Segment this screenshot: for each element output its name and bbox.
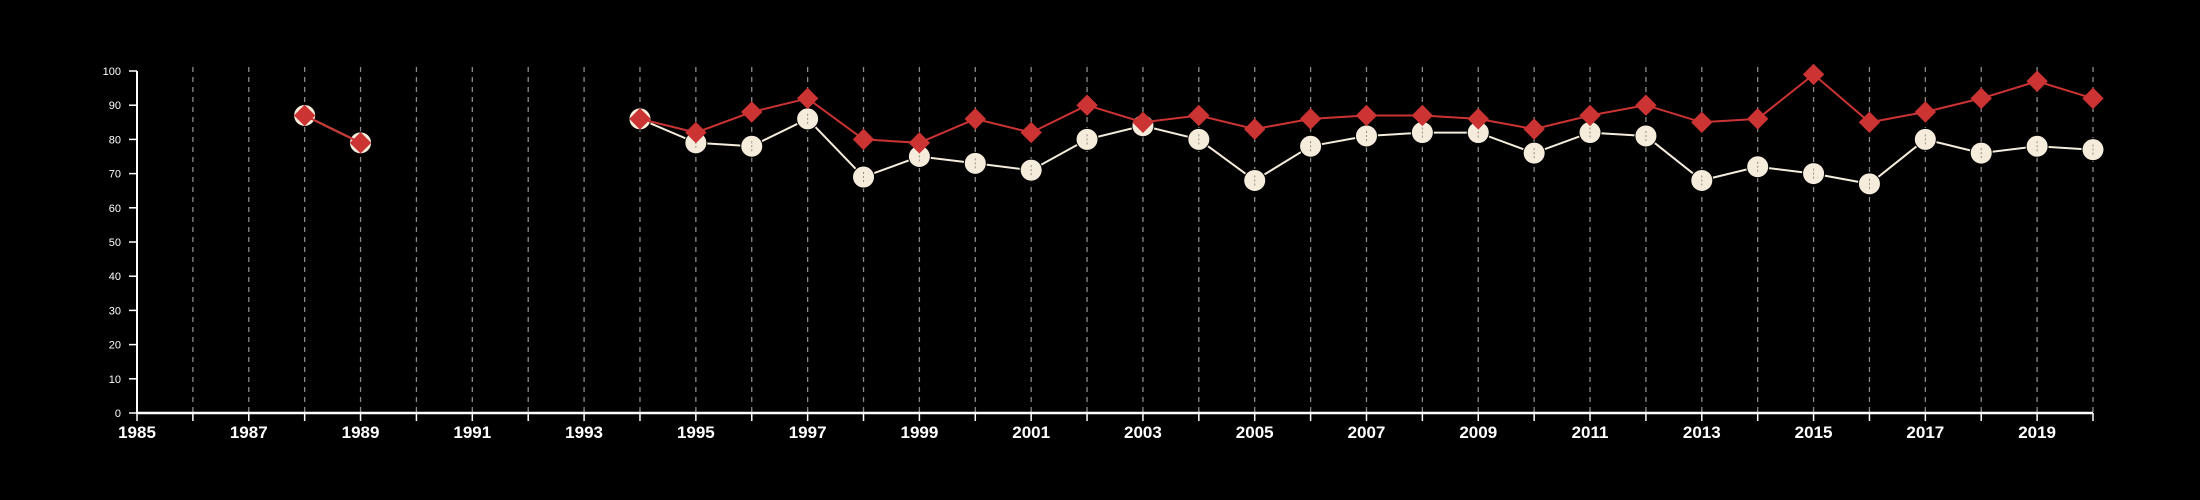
diamond-point (852, 128, 875, 151)
diamond-point (1970, 87, 1992, 110)
y-tick-label: 10 (109, 374, 121, 386)
y-tick-label: 40 (109, 271, 121, 283)
diamond-point (1579, 104, 1601, 127)
y-tick-label: 50 (109, 237, 121, 249)
diamond-point (741, 101, 763, 123)
diamond-point (1746, 108, 1769, 130)
y-tick-label: 30 (109, 305, 121, 317)
diamond-point (1635, 94, 1657, 116)
x-tick-label: 1987 (230, 423, 268, 442)
y-tick-label: 80 (109, 134, 121, 146)
y-tick-label: 20 (109, 340, 121, 352)
y-tick-label: 60 (109, 203, 121, 215)
series-1 (293, 103, 2105, 196)
series-layer (293, 63, 2105, 196)
diamond-point (1691, 111, 1713, 134)
diamond-point (964, 108, 986, 130)
y-tick-label: 70 (109, 169, 121, 181)
x-tick-label: 1999 (900, 423, 938, 442)
diamond-point (1411, 104, 1434, 127)
series-0 (293, 63, 2104, 154)
diamond-point (685, 121, 707, 144)
diamond-point (1802, 63, 1825, 86)
y-tick-label: 100 (103, 66, 121, 78)
diamond-point (293, 104, 316, 127)
series-line (304, 114, 361, 144)
y-tick-label: 90 (109, 100, 121, 112)
diamond-point (1523, 118, 1545, 140)
diamond-point (1188, 104, 1210, 127)
diamond-point (1467, 108, 1489, 130)
diamond-point (2026, 70, 2048, 92)
x-tick-label: 1993 (565, 423, 603, 442)
diamond-point (1076, 94, 1098, 116)
diamond-point (1244, 118, 1266, 140)
diamond-point (1020, 121, 1042, 144)
x-tick-label: 2019 (2018, 423, 2056, 442)
y-tick-label: 0 (115, 408, 121, 420)
x-tick-label: 2009 (1459, 423, 1497, 442)
diamond-point (908, 132, 931, 154)
vertical-grid-lines (192, 67, 2094, 413)
diamond-point (796, 87, 819, 110)
diamond-point (1132, 111, 1154, 134)
x-tick-label: 1995 (677, 423, 715, 442)
x-tick-label: 2005 (1236, 423, 1274, 442)
diamond-point (2082, 87, 2104, 110)
x-tick-label: 1991 (453, 423, 491, 442)
x-tick-label: 2001 (1012, 423, 1050, 442)
x-tick-label: 2015 (1795, 423, 1833, 442)
diamond-point (1858, 111, 1881, 134)
diamond-point (629, 108, 651, 130)
x-tick-label: 1997 (789, 423, 827, 442)
x-tick-label: 2017 (1906, 423, 1944, 442)
x-tick-label: 2007 (1348, 423, 1386, 442)
diamond-point (349, 132, 372, 154)
x-tick-label: 2003 (1124, 423, 1162, 442)
diamond-point (1355, 104, 1378, 127)
x-tick-label: 1989 (342, 423, 380, 442)
x-tick-label: 2011 (1572, 423, 1609, 442)
diamond-point (1299, 108, 1322, 130)
axes: 0 10 20 30 40 50 60 70 80 90 100 1985 1987 1989 1991 19… (103, 66, 2094, 442)
x-tick-label: 2013 (1683, 423, 1721, 442)
diamond-point (1914, 101, 1937, 123)
x-tick-label: 1985 (118, 423, 156, 442)
